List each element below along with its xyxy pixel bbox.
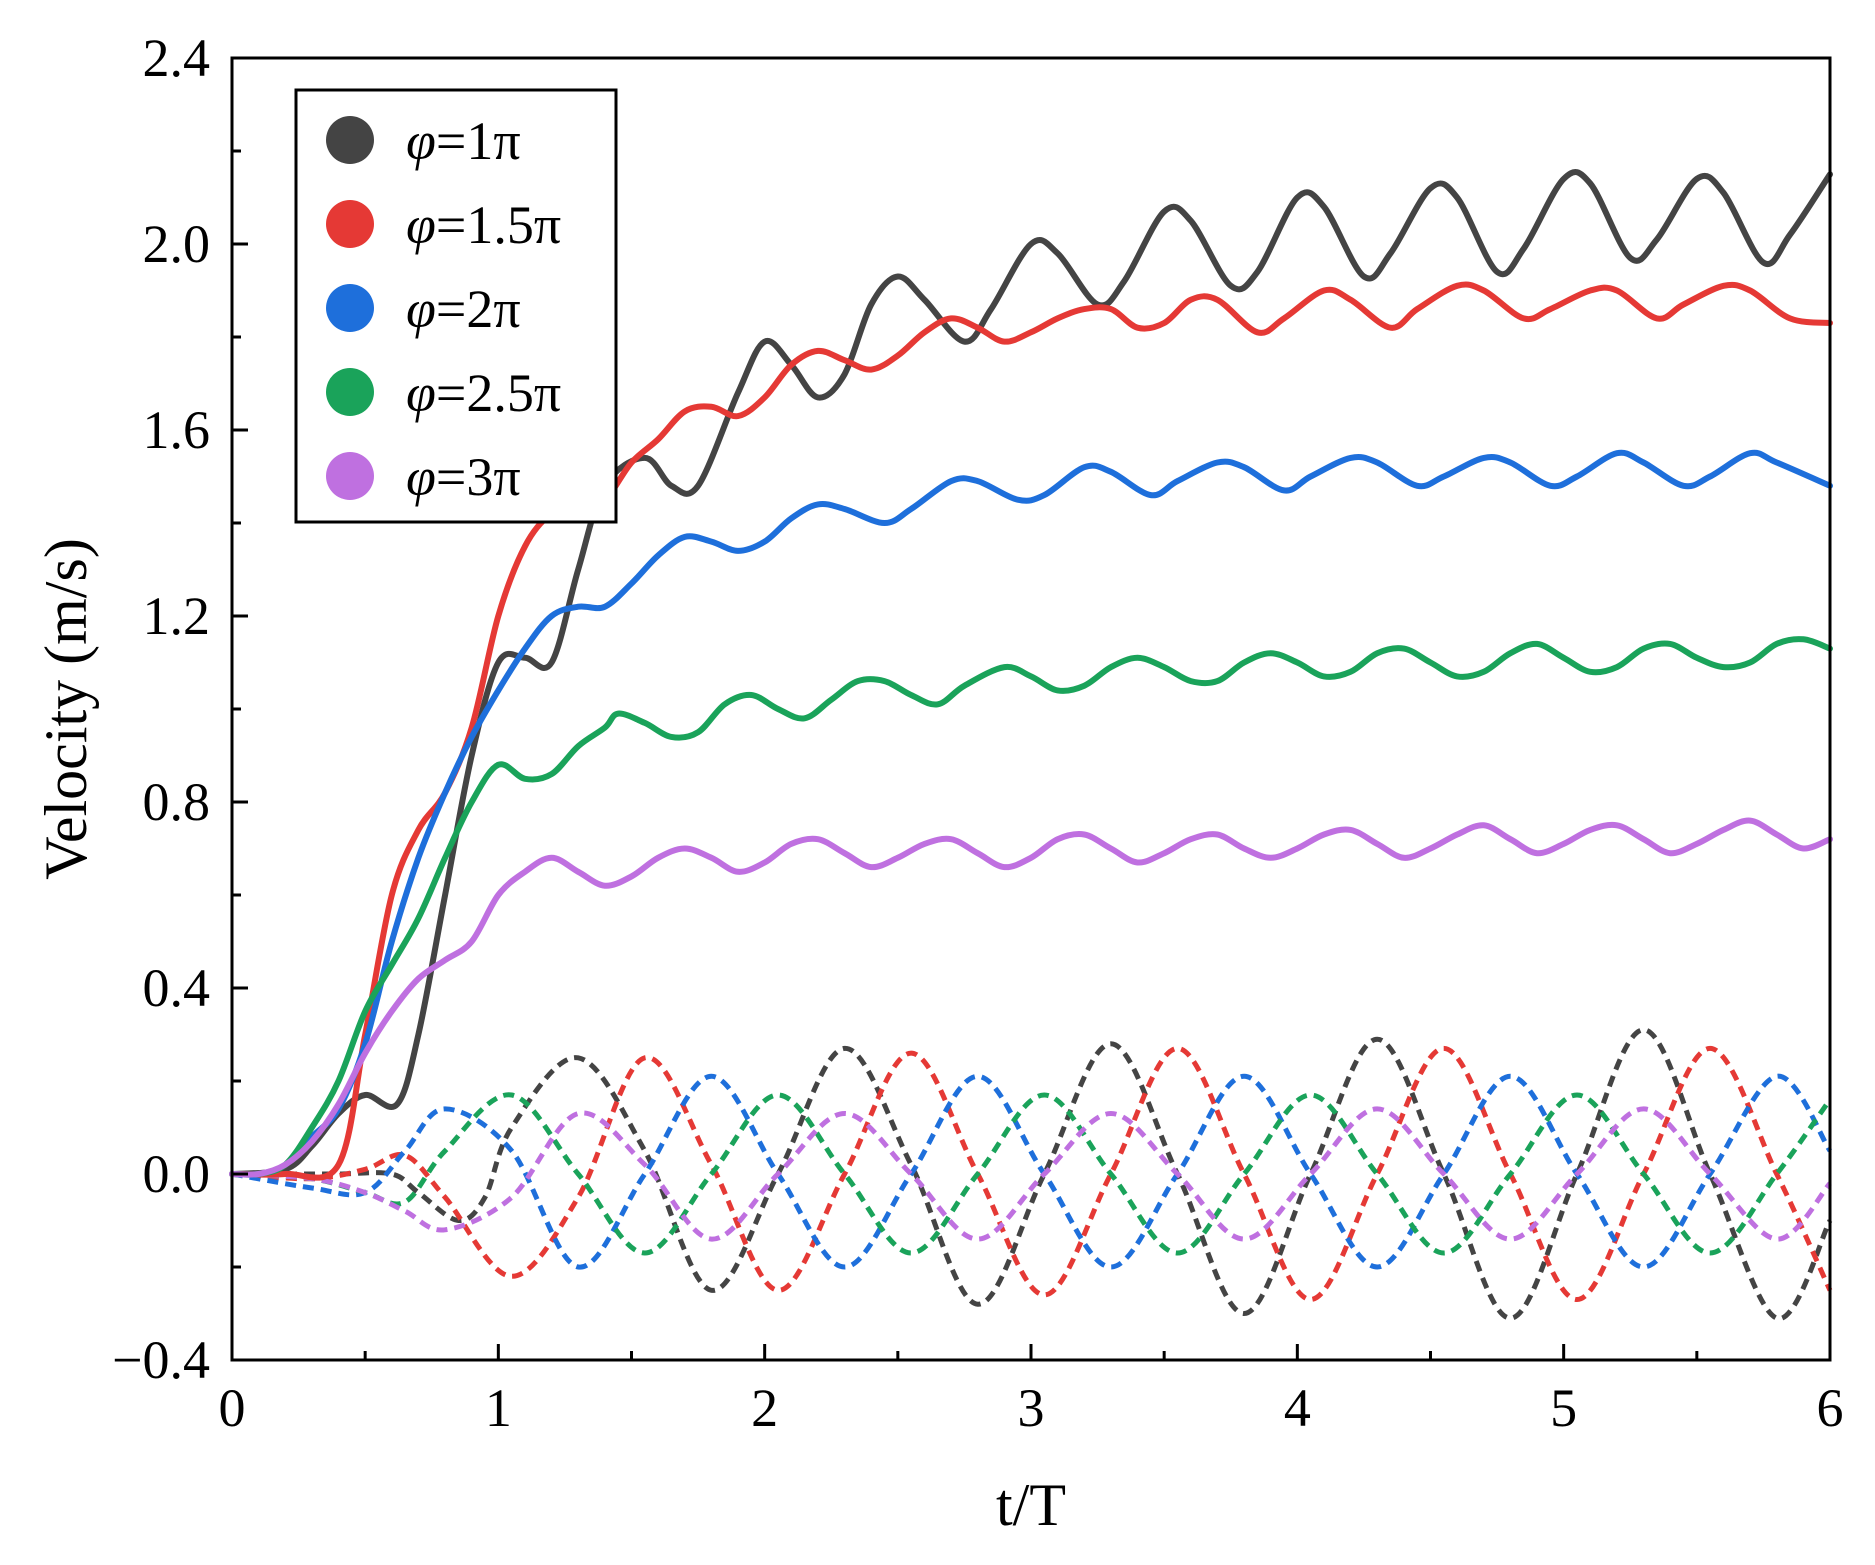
- legend: φ=1π φ=1.5π φ=2π φ=2.5π φ=3π: [294, 88, 618, 524]
- x-tick-label: 1: [485, 1378, 512, 1438]
- series-0-dashed-line: [232, 1027, 1833, 1321]
- x-axis-title: t/T: [996, 1472, 1066, 1538]
- legend-marker-1: [326, 200, 374, 248]
- y-tick-label: 0.4: [143, 958, 211, 1018]
- legend-label-3: φ=2.5π: [406, 363, 561, 423]
- y-axis-title: Velocity (m/s): [33, 538, 99, 880]
- legend-marker-0: [326, 116, 374, 164]
- legend-label-4: φ=3π: [406, 447, 521, 507]
- series-4-dashed-line: [231, 1106, 1832, 1242]
- legend-marker-3: [326, 368, 374, 416]
- series-2-dashed-line: [231, 1073, 1833, 1270]
- series-1-solid-line: [229, 281, 1833, 1181]
- series-2-solid-line: [229, 449, 1833, 1178]
- legend-marker-2: [326, 284, 374, 332]
- legend-label-1: φ=1.5π: [406, 195, 561, 255]
- y-tick-label: 2.0: [143, 214, 211, 274]
- y-tick-label: 1.6: [143, 400, 211, 460]
- series-4-solid-line: [229, 817, 1833, 1178]
- y-tick-label: 2.4: [143, 28, 211, 88]
- x-tick-label: 0: [219, 1378, 246, 1438]
- x-tick-label: 4: [1284, 1378, 1311, 1438]
- y-tick-label: 0.0: [143, 1144, 211, 1204]
- series-3-solid-line: [229, 636, 1833, 1178]
- x-tick-label: 2: [751, 1378, 778, 1438]
- series-layer: [229, 169, 1833, 1321]
- ticks-layer: 0 1 2 3 4 5 6 −0.4 0.0 0.4 0.8 1.2 1.6 2.0 2.4: [112, 28, 1843, 1438]
- x-tick-label: 6: [1817, 1378, 1844, 1438]
- x-tick-label: 5: [1550, 1378, 1577, 1438]
- y-tick-label: 0.8: [143, 772, 211, 832]
- legend-label-0: φ=1π: [406, 111, 521, 171]
- y-tick-label: −0.4: [112, 1330, 210, 1390]
- y-tick-label: 1.2: [143, 586, 211, 646]
- series-3-dashed-line: [231, 1092, 1833, 1256]
- x-tick-label: 3: [1018, 1378, 1045, 1438]
- legend-label-2: φ=2π: [406, 279, 521, 339]
- legend-marker-4: [326, 452, 374, 500]
- series-1-dashed-line: [231, 1045, 1833, 1302]
